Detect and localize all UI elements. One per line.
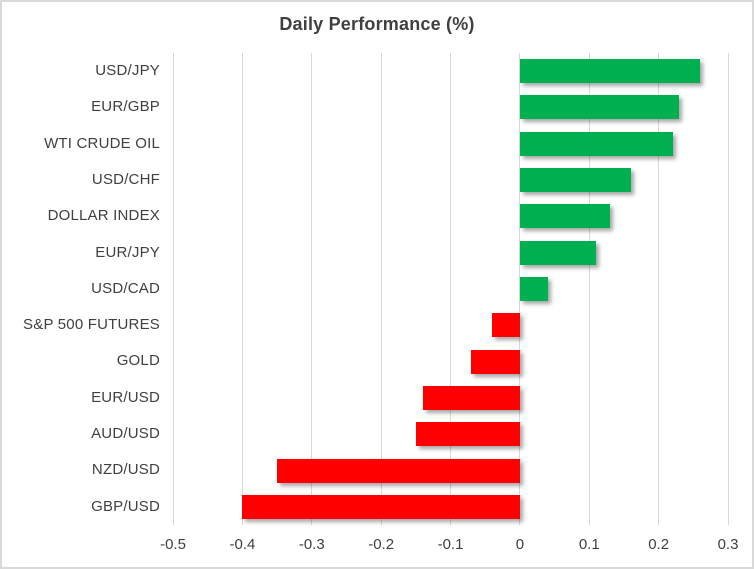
x-axis-tick-labels: -0.5 -0.4 -0.3 -0.2 -0.1 0 0.1 0.2 0.3: [160, 525, 738, 567]
bar-eur-gbp: [519, 95, 680, 120]
x-tick-label-neg-0-1: -0.1: [437, 536, 464, 553]
category-label-eur-gbp: EUR/GBP: [91, 98, 160, 116]
x-tick-label-0: 0: [515, 536, 525, 553]
category-label-gold: GOLD: [116, 352, 160, 370]
category-axis-labels: USD/JPY EUR/GBP WTI CRUDE OIL USD/CHF DOLLAR…: [2, 53, 160, 525]
bar-eur-usd: [422, 385, 520, 410]
x-tick-label-neg-0-2: -0.2: [368, 536, 395, 553]
category-label-usd-chf: USD/CHF: [91, 170, 160, 188]
bar-dollar-index: [519, 204, 611, 229]
gridline: [380, 53, 382, 525]
x-tick-label-0-1: 0.1: [578, 536, 600, 553]
gridline: [311, 53, 313, 525]
bar-s-p-500-futures: [492, 313, 520, 338]
x-tick-label-0-2: 0.2: [648, 536, 670, 553]
gridline: [658, 53, 660, 525]
bar-gbp-usd: [242, 494, 520, 519]
gridline: [588, 53, 590, 525]
bar-usd-jpy: [519, 59, 701, 84]
category-label-gbp-usd: GBP/USD: [91, 497, 160, 515]
chart-title: Daily Performance (%): [279, 14, 475, 34]
category-label-s-p-500-futures: S&P 500 FUTURES: [23, 316, 160, 334]
gridline: [172, 53, 174, 525]
bar-eur-jpy: [519, 240, 597, 265]
bar-wti-crude-oil: [519, 131, 673, 156]
category-label-usd-cad: USD/CAD: [91, 279, 160, 297]
category-label-aud-usd: AUD/USD: [91, 425, 160, 443]
x-tick-label-neg-0-4: -0.4: [229, 536, 256, 553]
category-label-eur-usd: EUR/USD: [91, 388, 160, 406]
gridline: [727, 53, 729, 525]
x-tick-label-neg-0-3: -0.3: [298, 536, 325, 553]
category-label-nzd-usd: NZD/USD: [91, 461, 160, 479]
category-label-eur-jpy: EUR/JPY: [95, 243, 160, 261]
gridline: [450, 53, 451, 525]
category-label-dollar-index: DOLLAR INDEX: [47, 207, 160, 225]
bar-usd-chf: [519, 168, 631, 193]
gridline: [241, 53, 243, 525]
bar-gold: [471, 349, 520, 374]
bar-nzd-usd: [277, 458, 520, 483]
bar-aud-usd: [415, 422, 520, 447]
category-label-usd-jpy: USD/JPY: [95, 62, 160, 79]
bar-usd-cad: [519, 277, 548, 301]
x-tick-label-0-3: 0.3: [717, 536, 739, 553]
x-tick-label-neg-0-5: -0.5: [160, 536, 186, 553]
category-label-wti-crude-oil: WTI CRUDE OIL: [44, 134, 160, 152]
plot-area: [172, 53, 729, 525]
